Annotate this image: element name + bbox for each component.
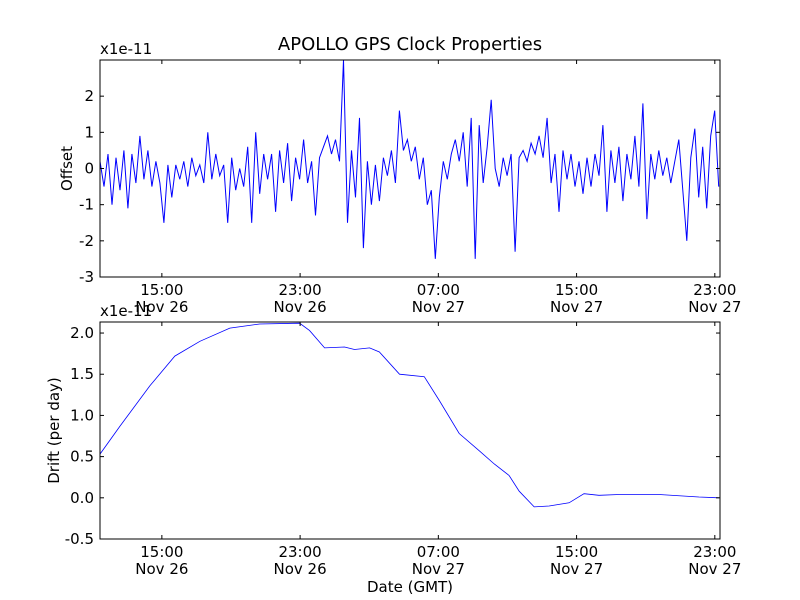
x-axis-label: Date (GMT) bbox=[367, 578, 453, 596]
y-tick-label: -0.5 bbox=[65, 530, 94, 548]
x-tick-label: 15:00 bbox=[555, 543, 598, 561]
y-axis-label: Offset bbox=[58, 146, 76, 191]
y-tick-label: 1.5 bbox=[70, 365, 94, 383]
x-tick-label: 15:00 bbox=[140, 281, 183, 299]
y-tick-label: 0 bbox=[84, 160, 94, 178]
axes-frame bbox=[99, 321, 721, 540]
y-tick-label: 2 bbox=[84, 87, 94, 105]
x-tick-label: 23:00 bbox=[693, 543, 736, 561]
y-tick-label: 1.0 bbox=[70, 406, 94, 424]
x-tick-label: 23:00 bbox=[278, 543, 321, 561]
x-tick-label: Nov 26 bbox=[274, 298, 327, 316]
y-tick-label: 0.0 bbox=[70, 489, 94, 507]
y-tick-label: 1 bbox=[84, 123, 94, 141]
x-tick-label: 07:00 bbox=[417, 543, 460, 561]
y-axis-label: Drift (per day) bbox=[45, 377, 63, 484]
x-tick-label: Nov 27 bbox=[550, 298, 603, 316]
y-tick-label: 0.5 bbox=[70, 448, 94, 466]
x-tick-label: Nov 26 bbox=[135, 298, 188, 316]
y-tick-label: -3 bbox=[79, 268, 94, 286]
x-tick-label: 07:00 bbox=[417, 281, 460, 299]
x-tick-label: Nov 26 bbox=[274, 560, 327, 578]
x-tick-label: Nov 27 bbox=[688, 560, 741, 578]
x-tick-label: 15:00 bbox=[555, 281, 598, 299]
x-tick-label: 15:00 bbox=[140, 543, 183, 561]
x-tick-label: Nov 27 bbox=[412, 298, 465, 316]
y-offset-text: x1e-11 bbox=[100, 40, 152, 58]
x-tick-label: Nov 27 bbox=[550, 560, 603, 578]
y-tick-label: -2 bbox=[79, 232, 94, 250]
series-line-offset bbox=[100, 60, 720, 259]
y-tick-label: -1 bbox=[79, 196, 94, 214]
y-tick-label: 2.0 bbox=[70, 324, 94, 342]
x-tick-label: Nov 27 bbox=[412, 560, 465, 578]
x-tick-label: Nov 27 bbox=[688, 298, 741, 316]
series-line-drift bbox=[100, 322, 719, 508]
chart-title: APOLLO GPS Clock Properties bbox=[278, 34, 542, 55]
x-tick-label: 23:00 bbox=[693, 281, 736, 299]
y-offset-text: x1e-11 bbox=[100, 302, 152, 320]
x-tick-label: 23:00 bbox=[278, 281, 321, 299]
x-tick-label: Nov 26 bbox=[135, 560, 188, 578]
